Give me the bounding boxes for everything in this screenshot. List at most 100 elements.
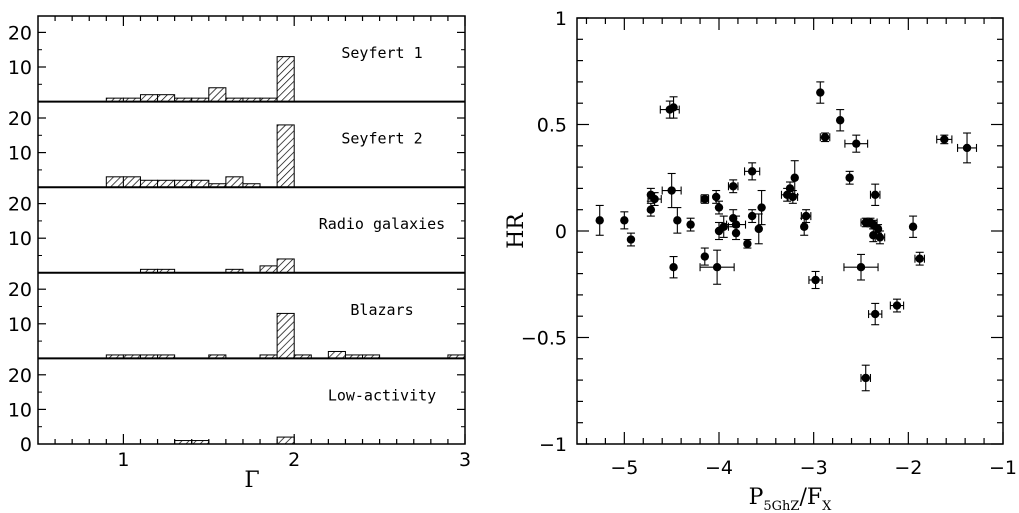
point-marker <box>754 224 763 234</box>
histogram-panel: 0 10 20 Low-activity <box>8 365 465 456</box>
histogram-bar <box>276 312 295 359</box>
point-marker <box>626 235 636 244</box>
data-point <box>747 209 757 224</box>
data-point <box>626 232 636 247</box>
data-point <box>700 194 710 204</box>
point-marker <box>871 190 880 199</box>
histogram-bar <box>327 350 346 359</box>
point-marker <box>873 224 883 234</box>
x-tick-label: −4 <box>705 457 733 479</box>
point-marker <box>646 205 656 214</box>
histogram-bar <box>276 56 295 103</box>
data-point <box>754 213 763 245</box>
point-marker <box>892 301 902 310</box>
y-tick-label: 20 <box>8 108 32 130</box>
data-point <box>718 215 730 238</box>
y-tick-label: 20 <box>8 194 32 216</box>
point-marker <box>861 373 870 383</box>
scatter-frame <box>576 17 1004 445</box>
data-point <box>835 109 845 132</box>
histogram-panels: 10 20 Seyfert 1 10 20 Seyfert 2 10 20 Radio gala… <box>8 22 466 456</box>
point-marker <box>962 143 972 153</box>
x-tick-label: −3 <box>800 457 828 479</box>
data-point <box>673 207 682 234</box>
point-marker <box>711 192 721 202</box>
data-point <box>844 134 869 153</box>
point-marker <box>595 216 604 225</box>
histogram-bar <box>208 87 227 103</box>
histogram-bar <box>191 179 210 188</box>
y-tick-label: −0.5 <box>521 328 567 350</box>
point-marker <box>669 263 678 272</box>
data-point <box>646 202 656 217</box>
histogram-bar <box>157 179 176 188</box>
point-marker <box>712 263 722 272</box>
histogram-panel: 10 20 Radio galaxies <box>8 194 465 274</box>
panel-label: Seyfert 2 <box>341 130 422 148</box>
histogram-panel: 10 20 Seyfert 2 <box>8 108 465 189</box>
x-tick-label: 3 <box>459 449 471 471</box>
data-point <box>845 170 854 185</box>
point-marker <box>686 220 695 229</box>
data-point <box>595 204 604 236</box>
histogram-bar <box>225 176 244 188</box>
point-marker <box>788 192 798 202</box>
y-tick-label: 10 <box>8 399 32 421</box>
histogram-bar <box>157 94 176 103</box>
point-marker <box>908 222 918 231</box>
data-point <box>669 96 678 119</box>
y-tick-label: 1 <box>555 8 567 30</box>
y-tick-label: 20 <box>8 365 32 387</box>
point-marker <box>816 88 825 97</box>
data-point <box>714 200 724 215</box>
point-marker <box>852 139 861 148</box>
panel-label: Radio galaxies <box>319 215 445 233</box>
data-point <box>908 215 918 238</box>
x-tick-label: −5 <box>610 457 638 479</box>
point-marker <box>620 216 629 225</box>
point-marker <box>669 103 678 112</box>
y-tick-label: 20 <box>8 279 32 301</box>
point-marker <box>940 135 949 144</box>
point-marker <box>871 309 880 319</box>
x-tick-label: −2 <box>894 457 922 479</box>
data-point <box>914 251 925 266</box>
histogram-bar <box>276 124 295 188</box>
data-point <box>860 364 872 392</box>
data-point <box>700 247 709 266</box>
data-point <box>873 224 883 234</box>
data-point <box>699 249 735 285</box>
scatter-points <box>595 81 978 392</box>
panel-label: Seyfert 1 <box>341 44 422 62</box>
y-tick-label: 20 <box>8 22 32 44</box>
histogram-frame <box>37 15 466 445</box>
x-tick-label: −1 <box>989 457 1017 479</box>
data-point <box>800 209 812 224</box>
histogram-bar <box>276 436 295 445</box>
data-point <box>669 256 678 279</box>
data-point <box>816 81 825 104</box>
data-point <box>757 189 766 226</box>
point-marker <box>743 239 752 248</box>
histogram-panel: 10 20 Seyfert 1 <box>8 22 465 103</box>
data-point <box>957 132 978 164</box>
point-marker <box>747 211 757 221</box>
histogram-x-label: Γ <box>244 468 259 493</box>
y-tick-label: 10 <box>8 57 32 79</box>
scatter-y-label: HR <box>504 212 529 249</box>
data-point <box>731 226 741 241</box>
y-tick-label: 0 <box>555 221 567 243</box>
data-point <box>743 238 752 249</box>
data-point <box>869 183 881 206</box>
point-marker <box>790 173 799 182</box>
data-point <box>808 270 823 290</box>
point-marker <box>667 186 676 195</box>
histogram-bar <box>276 258 295 274</box>
data-point <box>620 211 629 230</box>
data-point <box>686 217 695 232</box>
scatter-x-label: P5GhZ/FX <box>749 485 833 513</box>
point-marker <box>875 233 885 242</box>
data-point <box>800 217 809 236</box>
